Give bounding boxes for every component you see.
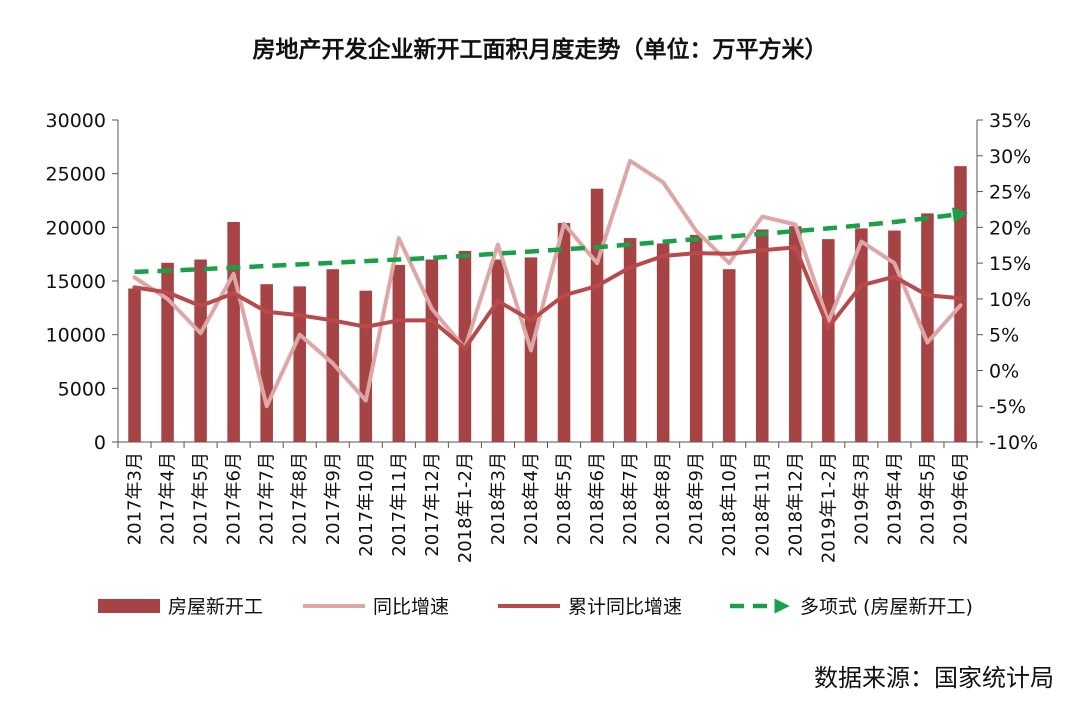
legend-label: 多项式 (房屋新开工) xyxy=(800,596,973,618)
x-tick-label: 2018年8月 xyxy=(653,452,674,545)
bar xyxy=(722,269,736,442)
x-tick-label: 2018年11月 xyxy=(752,452,773,557)
legend-label: 累计同比增速 xyxy=(568,596,682,618)
legend: 房屋新开工 同比增速 累计同比增速 多项式 (房屋新开工) xyxy=(98,596,973,618)
y-right-tick-label: 30% xyxy=(989,146,1031,168)
bar xyxy=(888,230,901,442)
x-tick-label: 2017年12月 xyxy=(422,452,443,557)
bar xyxy=(590,188,604,442)
y-right-tick-label: 20% xyxy=(989,217,1031,239)
y-right-tick-label: -10% xyxy=(989,432,1038,454)
bar xyxy=(326,269,340,442)
x-tick-label: 2017年9月 xyxy=(323,452,344,545)
x-tick-label: 2017年11月 xyxy=(389,452,410,557)
x-tick-label: 2018年3月 xyxy=(488,452,509,545)
line-series xyxy=(132,158,969,409)
x-tick-label: 2019年4月 xyxy=(884,452,905,545)
x-tick-label: 2018年5月 xyxy=(554,452,575,545)
y-left-tick-label: 30000 xyxy=(46,110,106,132)
x-tick-label: 2018年6月 xyxy=(587,452,608,545)
bar xyxy=(128,288,141,442)
bar xyxy=(227,221,240,442)
bar xyxy=(921,213,934,442)
bar xyxy=(425,259,439,442)
y-left-tick-label: 20000 xyxy=(46,217,106,239)
x-tick-label: 2018年9月 xyxy=(686,452,707,545)
x-tick-label: 2018年1-2月 xyxy=(455,452,476,563)
cumulative-growth-line xyxy=(132,245,963,351)
x-tick-label: 2017年7月 xyxy=(257,452,278,545)
polynomial-trendline xyxy=(134,207,969,275)
x-tick-labels: 2017年3月 2017年4月 2017年5月 2017年6月 2017年7月 2017年… xyxy=(125,452,972,563)
bar xyxy=(656,243,670,442)
source-note: 数据来源：国家统计局 xyxy=(814,664,1054,692)
bar xyxy=(293,286,306,442)
bar xyxy=(623,238,637,442)
x-tick-label: 2018年7月 xyxy=(620,452,641,545)
x-tick-label: 2017年3月 xyxy=(125,452,146,545)
legend-label: 房屋新开工 xyxy=(168,596,263,618)
y-right-tick-label: 5% xyxy=(989,325,1019,347)
y-left-tick-label: 5000 xyxy=(58,378,106,400)
bar xyxy=(557,223,571,442)
bar xyxy=(755,229,769,442)
bar xyxy=(491,259,505,442)
y-right-tick-label: 25% xyxy=(989,182,1031,204)
yoy-growth-line xyxy=(132,158,963,409)
y-left-tick-label: 15000 xyxy=(46,271,106,293)
legend-swatch-bar xyxy=(98,599,160,613)
y-right-tick-label: -5% xyxy=(989,396,1026,418)
x-tick-label: 2019年1-2月 xyxy=(818,452,839,563)
x-tick-label: 2017年4月 xyxy=(158,452,179,545)
x-tick-label: 2019年3月 xyxy=(851,452,872,545)
x-tick-label: 2018年12月 xyxy=(785,452,806,557)
chart-title: 房地产开发企业新开工面积月度走势（单位：万平方米） xyxy=(252,37,828,63)
x-tick-label: 2019年6月 xyxy=(950,452,971,545)
y-right-tick-label: 15% xyxy=(989,253,1031,275)
y-left-tick-label: 10000 xyxy=(46,325,106,347)
y-left-tick-label: 25000 xyxy=(46,164,106,186)
x-tick-label: 2017年8月 xyxy=(290,452,311,545)
y-right-tick-label: 10% xyxy=(989,289,1031,311)
x-tick-label: 2017年5月 xyxy=(191,452,212,545)
bar xyxy=(855,228,868,442)
x-tick-label: 2019年5月 xyxy=(917,452,938,545)
bar xyxy=(689,234,703,442)
y-right-tick-label: 35% xyxy=(989,110,1031,132)
bar-series xyxy=(128,166,967,443)
x-tick-label: 2018年4月 xyxy=(521,452,542,545)
bar xyxy=(392,264,406,442)
bar xyxy=(194,259,207,442)
bar xyxy=(822,239,835,442)
x-tick-label: 2018年10月 xyxy=(719,452,740,557)
bar xyxy=(359,290,373,442)
x-tick-label: 2017年10月 xyxy=(356,452,377,557)
bar xyxy=(789,226,802,442)
y-right-tick-label: 0% xyxy=(989,360,1019,382)
y-left-tick-label: 0 xyxy=(94,432,106,454)
x-tick-label: 2017年6月 xyxy=(224,452,245,545)
legend-label: 同比增速 xyxy=(373,596,449,618)
bar xyxy=(161,262,174,442)
